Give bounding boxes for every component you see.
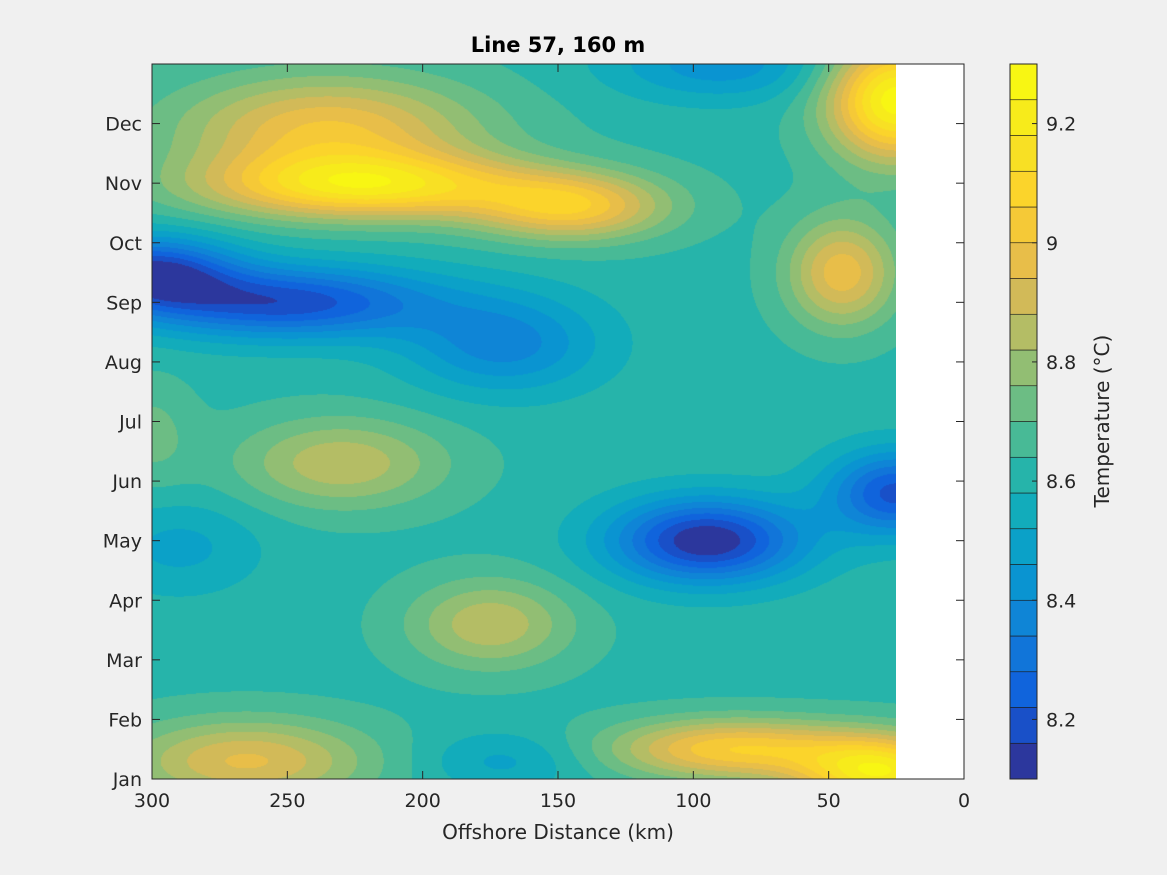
colorbar-level	[1009, 242, 1038, 279]
colorbar-frame	[1009, 63, 1038, 780]
x-tick-label: 50	[817, 790, 841, 812]
colorbar-tick-label: 9.2	[1046, 114, 1076, 136]
colorbar-tick-label: 8.2	[1046, 709, 1076, 731]
colorbar-tick-label: 8.6	[1046, 471, 1076, 493]
y-tick-label: May	[103, 531, 142, 553]
y-tick-label: Dec	[105, 114, 142, 136]
x-tick-label: 250	[269, 790, 305, 812]
colorbar-level	[1009, 313, 1038, 351]
x-tick-label: 0	[958, 790, 970, 812]
colorbar-level	[1009, 170, 1038, 208]
x-tick-label: 300	[134, 790, 170, 812]
colorbar-level	[1009, 671, 1038, 708]
colorbar-level	[1009, 349, 1038, 387]
plot-area	[151, 63, 965, 780]
colorbar-level	[1009, 528, 1038, 565]
x-tick-label: 100	[675, 790, 711, 812]
colorbar-level	[1009, 564, 1038, 601]
colorbar-level	[1009, 742, 1038, 780]
x-axis-label: Offshore Distance (km)	[442, 820, 674, 844]
colorbar-level	[1009, 63, 1038, 101]
colorbar-tick-label: 9	[1046, 233, 1058, 255]
y-tick-label: Aug	[105, 352, 142, 374]
y-tick-label: Mar	[106, 650, 142, 672]
y-tick-label: Jun	[111, 471, 142, 493]
temperature-field	[152, 64, 896, 779]
colorbar-level	[1009, 707, 1038, 744]
x-tick-label: 200	[405, 790, 441, 812]
y-tick-label: Apr	[109, 590, 142, 612]
x-tick-label: 150	[540, 790, 576, 812]
colorbar-level	[1009, 492, 1038, 530]
colorbar-level	[1009, 385, 1038, 422]
colorbar-level	[1009, 135, 1038, 172]
y-tick-label: Jul	[118, 412, 142, 434]
colorbar-level	[1009, 456, 1038, 494]
colorbar-level	[1009, 599, 1038, 637]
colorbar-level	[1009, 421, 1038, 458]
x-axis: 300 250 200 150 100 50 0	[134, 64, 970, 812]
y-tick-label: Feb	[108, 709, 142, 731]
colorbar-tick-label: 8.4	[1046, 590, 1076, 612]
y-tick-label: Nov	[105, 173, 142, 195]
chart-title: Line 57, 160 m	[471, 33, 646, 57]
colorbar-label: Temperature (°C)	[1090, 335, 1114, 509]
colorbar-level	[1009, 99, 1038, 136]
y-tick-label: Jan	[112, 769, 142, 791]
y-tick-label: Sep	[106, 292, 142, 314]
colorbar-level	[1009, 635, 1038, 673]
colorbar-tick-label: 8.8	[1046, 352, 1076, 374]
colorbar-level	[1009, 206, 1038, 244]
colorbar: 8.2 8.4 8.6 8.8 9 9.2	[1009, 63, 1076, 780]
colorbar-level	[1009, 278, 1038, 315]
y-axis: Jan Feb Mar Apr May Jun Jul Aug Sep Oct Nov Dec	[103, 114, 964, 791]
y-tick-label: Oct	[109, 233, 142, 255]
